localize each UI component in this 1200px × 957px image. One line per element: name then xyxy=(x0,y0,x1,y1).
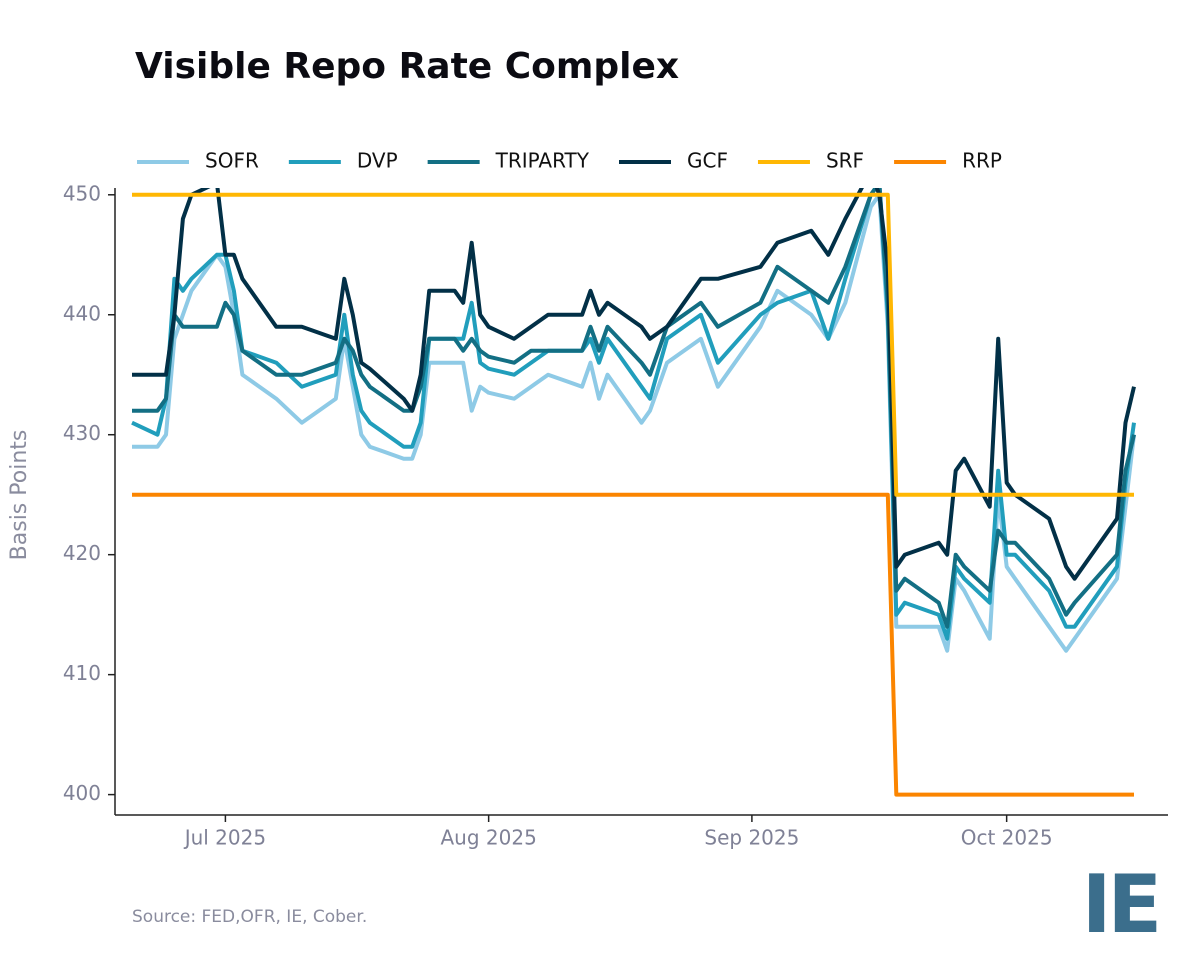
legend-label: RRP xyxy=(962,149,1002,173)
y-axis-label: Basis Points xyxy=(7,430,32,561)
series-line xyxy=(132,188,1136,581)
x-tick-label: Sep 2025 xyxy=(704,826,799,850)
plot-area xyxy=(131,188,1136,797)
x-tick-label: Aug 2025 xyxy=(440,826,536,850)
series-line xyxy=(132,188,1136,629)
legend-label: SOFR xyxy=(205,149,259,173)
legend-label: DVP xyxy=(357,149,398,173)
logo: IE xyxy=(1082,858,1158,951)
legend-label: SRF xyxy=(826,149,864,173)
y-tick-label: 410 xyxy=(63,661,101,685)
y-tick-label: 430 xyxy=(63,421,101,445)
series-line xyxy=(132,192,1136,653)
series-line xyxy=(132,192,1134,497)
legend-label: TRIPARTY xyxy=(495,149,590,173)
source-note: Source: FED,OFR, IE, Cober. xyxy=(132,907,367,927)
legend-label: GCF xyxy=(687,149,728,173)
y-tick-label: 400 xyxy=(63,781,101,805)
y-tick-label: 420 xyxy=(63,541,101,565)
x-tick-label: Oct 2025 xyxy=(961,826,1053,850)
x-tick-label: Jul 2025 xyxy=(183,826,266,850)
series-line xyxy=(132,492,1134,797)
y-tick-label: 440 xyxy=(63,301,101,325)
series-line xyxy=(131,188,1136,641)
y-tick-label: 450 xyxy=(63,181,101,205)
chart-title: Visible Repo Rate Complex xyxy=(135,46,679,87)
